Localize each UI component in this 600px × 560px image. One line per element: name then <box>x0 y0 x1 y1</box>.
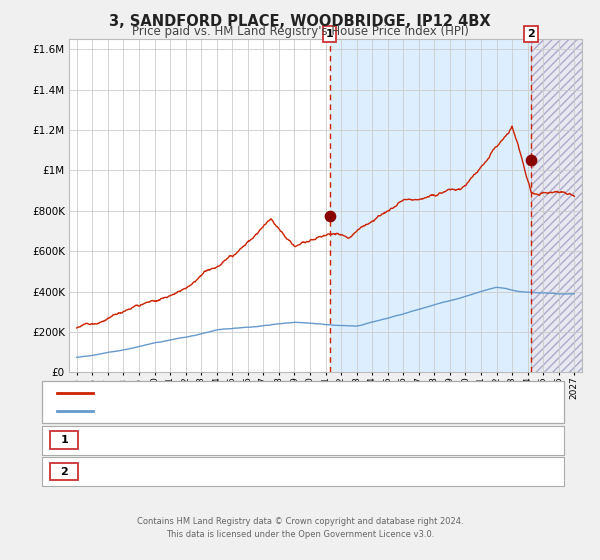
Text: 3, SANDFORD PLACE, WOODBRIDGE, IP12 4BX: 3, SANDFORD PLACE, WOODBRIDGE, IP12 4BX <box>109 14 491 29</box>
Text: 3, SANDFORD PLACE, WOODBRIDGE, IP12 4BX (detached house): 3, SANDFORD PLACE, WOODBRIDGE, IP12 4BX … <box>99 388 422 398</box>
Text: 1: 1 <box>326 29 334 39</box>
Text: 2: 2 <box>61 466 68 477</box>
Text: £1,050,000: £1,050,000 <box>281 466 343 477</box>
Point <box>526 156 536 165</box>
Text: 1: 1 <box>61 435 68 445</box>
Bar <box>531 39 598 372</box>
Text: 08-APR-2011: 08-APR-2011 <box>121 435 191 445</box>
Text: 212% ↑ HPI: 212% ↑ HPI <box>424 435 488 445</box>
Text: HPI: Average price, detached house, East Suffolk: HPI: Average price, detached house, East… <box>99 406 343 416</box>
Bar <box>329 39 531 372</box>
Text: 149% ↑ HPI: 149% ↑ HPI <box>424 466 488 477</box>
Point <box>325 212 334 221</box>
Text: Price paid vs. HM Land Registry's House Price Index (HPI): Price paid vs. HM Land Registry's House … <box>131 25 469 38</box>
Text: 2: 2 <box>527 29 535 39</box>
Text: £775,000: £775,000 <box>286 435 338 445</box>
Text: Contains HM Land Registry data © Crown copyright and database right 2024.: Contains HM Land Registry data © Crown c… <box>137 517 463 526</box>
Text: 21-MAR-2024: 21-MAR-2024 <box>119 466 193 477</box>
Text: This data is licensed under the Open Government Licence v3.0.: This data is licensed under the Open Gov… <box>166 530 434 539</box>
